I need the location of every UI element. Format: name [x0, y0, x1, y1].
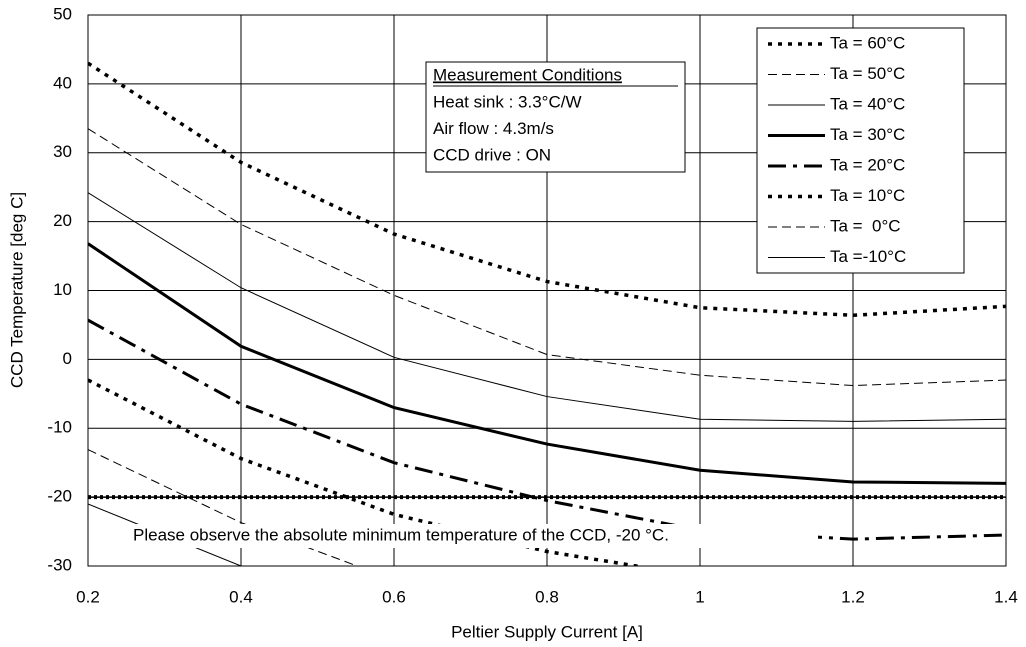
legend-label: Ta = 40°C: [830, 94, 905, 113]
y-tick-label: 10: [53, 280, 72, 299]
series-line: [88, 449, 359, 566]
x-tick-label: 1.2: [841, 587, 865, 606]
annotation: Please observe the absolute minimum temp…: [133, 525, 669, 544]
legend-label: Ta =-10°C: [830, 247, 906, 266]
legend-label: Ta = 50°C: [830, 64, 905, 83]
legend-label: Ta = 10°C: [830, 186, 905, 205]
legend-box: [756, 27, 965, 274]
plot-lines: [88, 61, 1006, 566]
x-tick-label: 0.8: [535, 587, 559, 606]
series-line: [88, 128, 1006, 387]
legend-label: Ta = 30°C: [830, 125, 905, 144]
y-tick-label: 30: [53, 142, 72, 161]
series-line: [88, 242, 1006, 485]
x-tick-label: 1: [695, 587, 704, 606]
y-tick-label: 50: [53, 4, 72, 23]
annotation-bg: [128, 524, 818, 548]
legend-label: Ta = 20°C: [830, 155, 905, 174]
legend-label: Ta = 60°C: [830, 33, 905, 52]
y-tick-label: 20: [53, 211, 72, 230]
x-tick-label: 0.4: [229, 587, 253, 606]
x-axis-title: Peltier Supply Current [A]: [451, 622, 643, 641]
x-tick-label: 0.6: [382, 587, 406, 606]
conditions-line: CCD drive : ON: [433, 145, 551, 164]
conditions-line: Air flow : 4.3m/s: [433, 119, 554, 138]
legend-label: Ta = 0°C: [830, 216, 901, 235]
x-tick-label: 0.2: [76, 587, 100, 606]
series-line: [88, 318, 1006, 541]
conditions-box: [425, 61, 686, 173]
series-line: [88, 378, 648, 566]
y-axis-title: CCD Temperature [deg C]: [7, 192, 26, 388]
y-tick-label: -30: [47, 555, 72, 574]
conditions-line: Heat sink : 3.3°C/W: [433, 92, 582, 111]
y-tick-label: -10: [47, 418, 72, 437]
y-tick-label: -20: [47, 487, 72, 506]
y-tick-label: 40: [53, 73, 72, 92]
series-line: [88, 61, 1006, 318]
series-line: [88, 192, 1006, 422]
y-tick-label: 0: [63, 349, 72, 368]
conditions-title: Measurement Conditions: [433, 65, 622, 84]
x-tick-label: 1.4: [994, 587, 1018, 606]
